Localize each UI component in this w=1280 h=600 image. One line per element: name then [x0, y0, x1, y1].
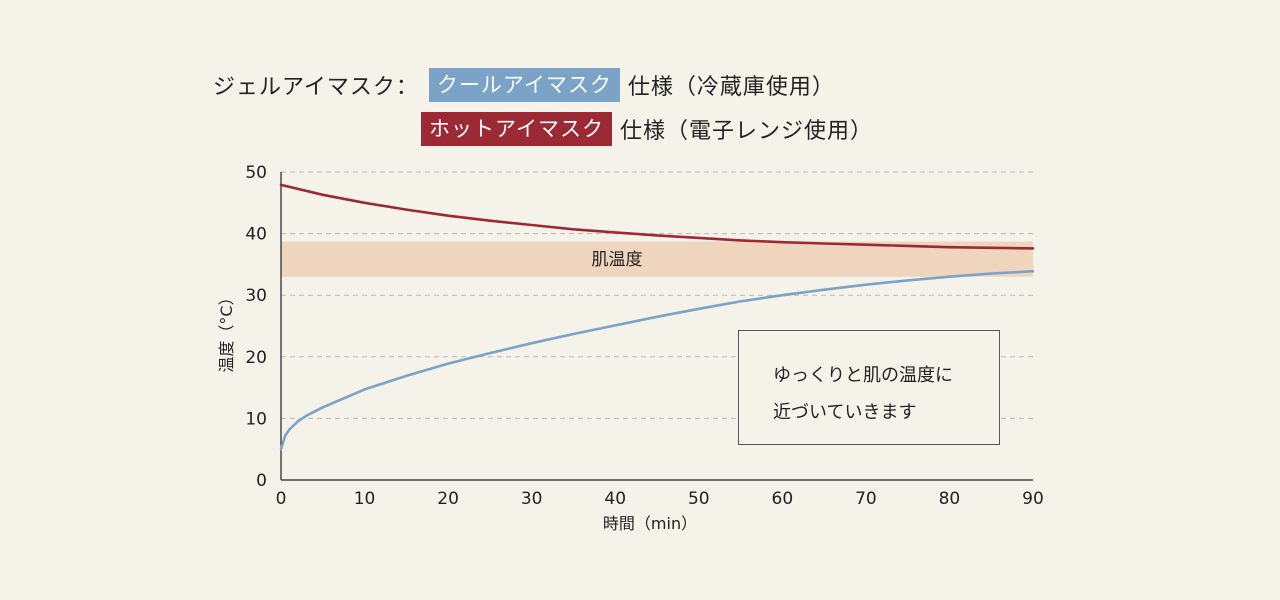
axes	[280, 172, 1033, 481]
legend-row-hot: ホットアイマスク 仕様（電子レンジ使用）	[421, 112, 873, 146]
y-tick-label-20: 20	[245, 348, 267, 368]
legend-title: ジェルアイマスク：	[213, 75, 419, 100]
y-tick-label-40: 40	[245, 225, 267, 245]
x-tick-label-70: 70	[855, 489, 877, 509]
legend-row-cool: ジェルアイマスク： クールアイマスク 仕様（冷蔵庫使用）	[213, 68, 835, 102]
tick-labels: 0 10 20 30 40 50 0 10 20 30 40 50 60 70 80 90	[245, 163, 1043, 509]
hot-mask-line	[279, 183, 1035, 250]
x-tick-label-80: 80	[939, 489, 961, 509]
hot-mask-tag: ホットアイマスク	[421, 112, 612, 146]
x-tick-label-40: 40	[604, 489, 626, 509]
y-axis-title: 温度（°C）	[217, 289, 236, 372]
annotation-line-2: 近づいていきます	[773, 402, 917, 423]
skin-temperature-band: 肌温度	[281, 241, 1033, 277]
y-tick-label-10: 10	[245, 409, 267, 429]
cool-mask-spec: 仕様（冷蔵庫使用）	[627, 75, 835, 100]
x-tick-label-0: 0	[276, 489, 287, 509]
skin-band-label: 肌温度	[592, 250, 643, 270]
cool-mask-line	[279, 269, 1035, 451]
cool-mask-tag: クールアイマスク	[428, 68, 620, 102]
y-tick-label-50: 50	[245, 163, 267, 183]
hot-mask-spec: 仕様（電子レンジ使用）	[619, 119, 873, 144]
x-tick-label-30: 30	[521, 489, 543, 509]
x-tick-label-10: 10	[354, 489, 376, 509]
series-lines	[279, 183, 1035, 451]
x-tick-label-20: 20	[437, 489, 459, 509]
x-tick-label-50: 50	[688, 489, 710, 509]
annotation-line-1: ゆっくりと肌の温度に	[773, 365, 953, 386]
x-tick-label-90: 90	[1022, 489, 1044, 509]
x-tick-label-60: 60	[772, 489, 794, 509]
y-tick-label-0: 0	[256, 471, 267, 491]
annotation-box: ゆっくりと肌の温度に 近づいていきます	[738, 330, 1000, 445]
skin-band-rect	[281, 241, 1033, 277]
x-axis-title: 時間（min）	[603, 514, 697, 533]
y-tick-label-30: 30	[245, 286, 267, 306]
